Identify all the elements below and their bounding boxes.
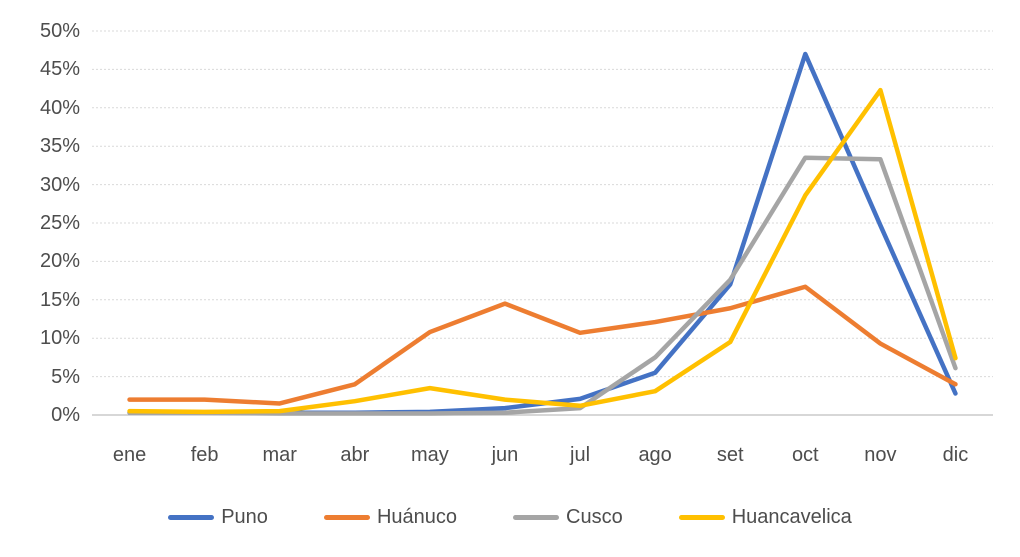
y-axis-tick-label: 20%: [39, 250, 80, 273]
x-axis: ene feb mar abr may jun jul ago set oct nov dic: [0, 440, 1020, 474]
series-line-huanuco: [127, 284, 958, 406]
x-axis-tick-label: set: [716, 444, 744, 466]
legend-label: Puno: [221, 506, 268, 528]
legend-swatch: [323, 514, 370, 520]
series-line-cusco: [127, 155, 958, 416]
y-axis-tick-label: 40%: [39, 96, 80, 119]
legend-label: Huánuco: [376, 506, 457, 528]
legend-swatch: [168, 514, 215, 520]
y-axis-tick-label: 50%: [39, 20, 80, 42]
legend-label: Cusco: [566, 506, 623, 528]
legend-swatch: [678, 514, 725, 520]
x-axis-tick-label: nov: [864, 444, 897, 466]
y-axis: 0% 5% 10% 15% 20% 25% 30% 35% 40% 45% 50%: [0, 0, 80, 440]
legend-swatch: [513, 514, 559, 520]
legend-item: Huánuco: [323, 505, 457, 529]
y-axis-tick-label: 35%: [39, 135, 80, 158]
x-axis-tick-label: ene: [112, 444, 147, 466]
legend-item: Huancavelica: [678, 505, 852, 529]
legend-item: Puno: [168, 505, 268, 529]
series-line-huancavelica: [127, 87, 958, 415]
y-axis-tick-label: 45%: [39, 58, 80, 81]
x-axis-tick-label: feb: [190, 444, 219, 466]
x-axis-tick-label: may: [410, 444, 449, 466]
y-axis-tick-label: 25%: [39, 212, 80, 234]
y-axis-tick-label: 15%: [39, 288, 80, 311]
x-axis-tick-label: dic: [942, 444, 969, 466]
x-axis-tick-label: jun: [491, 444, 519, 466]
x-axis-tick-label: abr: [340, 444, 370, 466]
legend-label: Huancavelica: [731, 506, 852, 528]
x-axis-tick-label: mar: [262, 444, 297, 466]
y-axis-tick-label: 0%: [51, 404, 80, 426]
legend-item: Cusco: [513, 505, 623, 529]
y-axis-tick-label: 10%: [39, 327, 80, 350]
x-axis-tick-label: oct: [791, 444, 819, 466]
x-axis-tick-label: ago: [638, 444, 672, 466]
y-axis-tick-label: 5%: [51, 365, 80, 388]
y-axis-tick-label: 30%: [39, 173, 80, 196]
x-axis-tick-label: jul: [570, 444, 591, 466]
legend: Puno Huánuco Cusco Huancavelica: [0, 500, 1020, 534]
plot-area: [92, 30, 993, 416]
